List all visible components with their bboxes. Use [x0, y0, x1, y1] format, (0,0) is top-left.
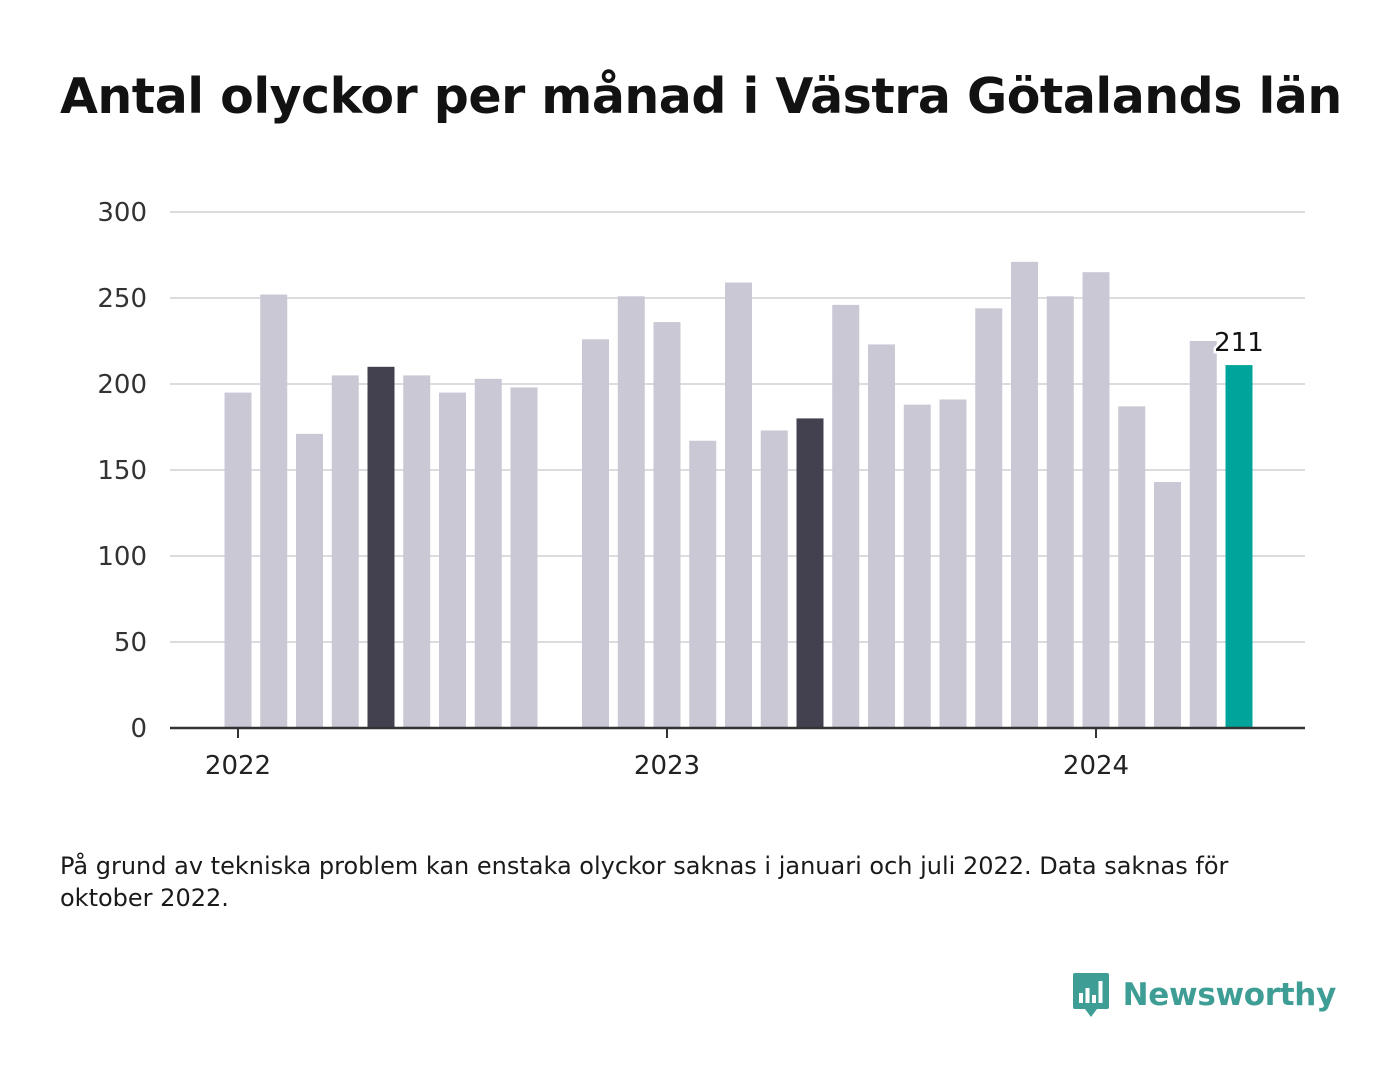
- bar-2023-08: [903, 404, 931, 728]
- bar-2022-04: [331, 375, 359, 728]
- bar-2023-10: [975, 308, 1003, 728]
- bar-2022-07: [439, 392, 466, 728]
- bar-2024-05: [1225, 365, 1253, 728]
- bars: [224, 261, 1253, 728]
- bar-2024-04: [1189, 341, 1217, 728]
- bar-2022-06: [403, 375, 431, 728]
- y-tick-label: 250: [97, 284, 147, 314]
- y-tick-label: 200: [97, 370, 147, 400]
- value-label: 211: [1214, 328, 1264, 358]
- x-tick-label: 2023: [634, 751, 700, 781]
- y-tick-label: 0: [130, 714, 147, 744]
- bar-2023-03: [725, 282, 752, 728]
- bar-2024-03: [1154, 482, 1181, 728]
- bar-2022-11: [582, 339, 609, 728]
- bar-2023-05: [796, 418, 824, 728]
- bar-chart-speech-bubble-icon: [1072, 973, 1109, 1017]
- footnote: På grund av tekniska problem kan enstaka…: [60, 852, 1229, 912]
- annotations: 211: [1212, 326, 1267, 361]
- bar-2023-02: [689, 440, 717, 728]
- bar-2023-06: [832, 304, 860, 728]
- bar-2024-01: [1082, 272, 1110, 728]
- bar-2023-01: [653, 322, 681, 728]
- bar-2022-12: [617, 296, 645, 728]
- bar-2023-07: [868, 344, 895, 728]
- bar-2023-12: [1046, 296, 1074, 728]
- bar-2023-09: [939, 399, 967, 728]
- y-tick-label: 150: [97, 456, 147, 486]
- bar-2022-08: [474, 378, 502, 728]
- bar-2022-09: [510, 387, 538, 728]
- y-tick-label: 300: [97, 198, 147, 228]
- bar-2022-03: [296, 433, 323, 728]
- y-tick-label: 50: [114, 628, 147, 658]
- bar-2022-05: [367, 366, 395, 728]
- bar-2024-02: [1118, 406, 1146, 728]
- bar-chart: 0 50 100 150 200 250 300 2022 2023 2024 211: [97, 198, 1305, 781]
- brand-name: Newsworthy: [1122, 977, 1337, 1013]
- brand-logo: Newsworthy: [1071, 970, 1336, 1020]
- bar-2022-02: [260, 294, 288, 728]
- chart-title: Antal olyckor per månad i Västra Götalan…: [60, 68, 1342, 125]
- x-tick-label: 2024: [1063, 751, 1129, 781]
- bar-2023-11: [1011, 261, 1038, 728]
- x-axis: 2022 2023 2024: [170, 726, 1305, 781]
- y-tick-label: 100: [97, 542, 147, 572]
- x-tick-label: 2022: [205, 751, 271, 781]
- bar-2022-01: [224, 392, 252, 728]
- y-axis-ticks: 0 50 100 150 200 250 300: [97, 198, 147, 744]
- bar-2023-04: [760, 430, 788, 728]
